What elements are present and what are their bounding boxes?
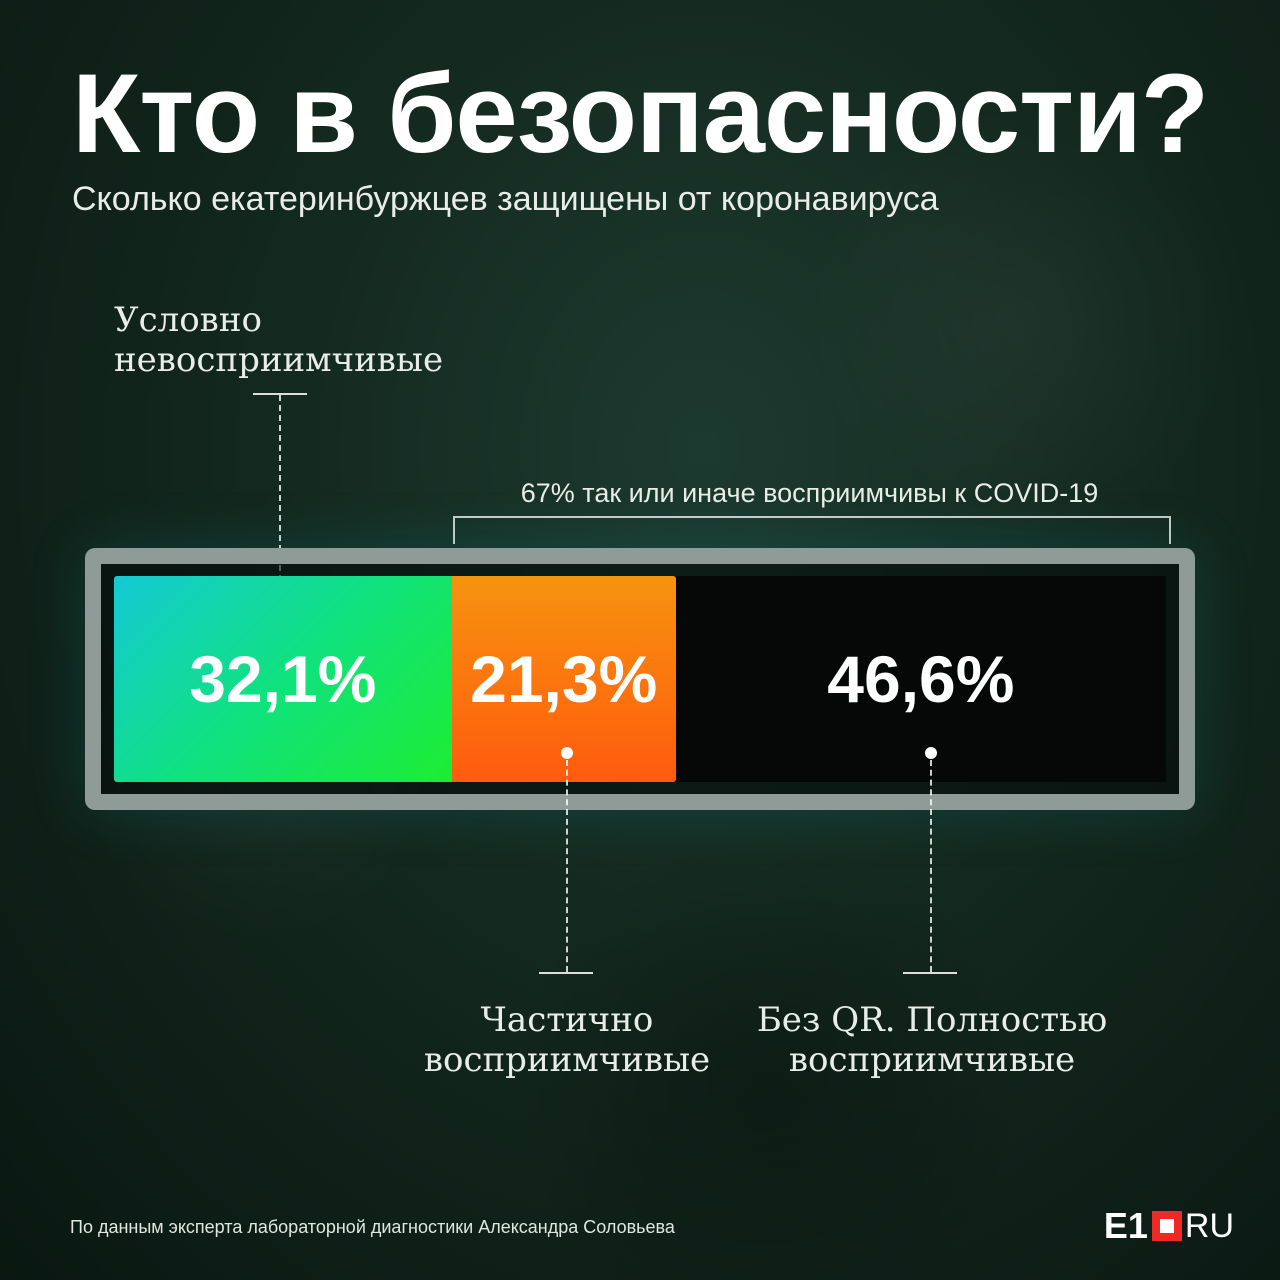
series-label-partially-susceptible: Частично восприимчивые — [405, 1000, 729, 1080]
bar-segment-fully-susceptible: 46,6% — [675, 576, 1166, 782]
chart-subtitle: Сколько екатеринбуржцев защищены от коро… — [72, 180, 939, 218]
leader-line-partially-susceptible — [566, 760, 568, 972]
series-label-conditionally-immune: Условно невосприимчивые — [114, 300, 443, 380]
leader-dot-partially-susceptible — [561, 747, 573, 759]
leader-cap-partially-susceptible — [539, 972, 593, 974]
logo-e1-text: E1 — [1103, 1205, 1148, 1246]
data-label: 32,1% — [189, 642, 377, 716]
data-label: 21,3% — [470, 642, 658, 716]
leader-cap-conditionally-immune — [253, 393, 307, 395]
chart-title: Кто в безопасности? — [72, 51, 1209, 176]
bracket-caption: 67% так или иначе восприимчивы к COVID-1… — [520, 478, 1099, 508]
leader-line-fully-susceptible — [930, 760, 932, 972]
series-label-line: Без QR. Полностью — [756, 1000, 1108, 1040]
series-label-line: Частично — [480, 1000, 654, 1040]
leader-dot-fully-susceptible — [925, 747, 937, 759]
series-label-fully-susceptible: Без QR. Полностью восприимчивые — [745, 1000, 1119, 1080]
e1-logo: E1 RU — [1103, 1205, 1234, 1246]
logo-ru-text: RU — [1184, 1206, 1234, 1245]
data-label: 46,6% — [827, 642, 1015, 716]
bracket-susceptible — [453, 516, 1171, 544]
bar-segment-conditionally-immune: 32,1% — [114, 576, 452, 782]
series-label-line: восприимчивые — [423, 1040, 711, 1080]
source-footnote: По данным эксперта лабораторной диагност… — [70, 1217, 675, 1237]
series-label-line: невосприимчивые — [114, 340, 444, 380]
leader-cap-fully-susceptible — [903, 972, 957, 974]
logo-square-icon — [1151, 1211, 1182, 1241]
leader-line-conditionally-immune — [279, 395, 281, 611]
series-label-line: восприимчивые — [788, 1040, 1076, 1080]
series-label-line: Условно — [114, 300, 262, 340]
